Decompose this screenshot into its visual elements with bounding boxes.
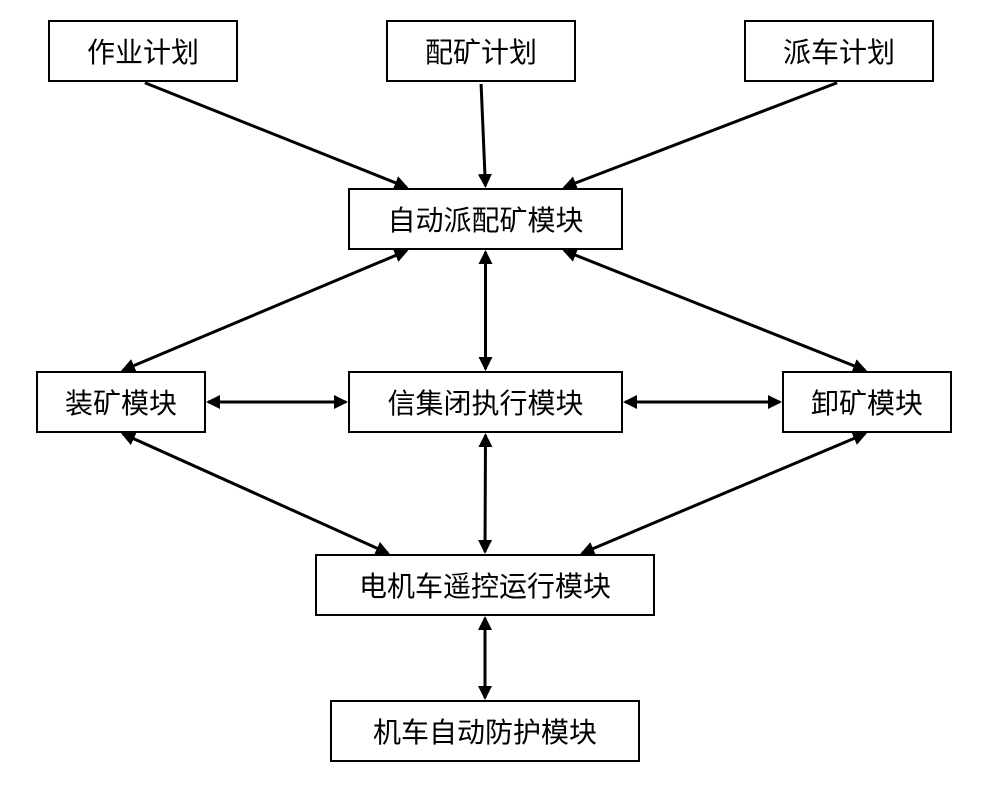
node-label: 配矿计划 [425, 31, 537, 71]
edge-load-remote [123, 434, 388, 553]
node-label: 电机车遥控运行模块 [359, 565, 611, 605]
node-label: 自动派配矿模块 [387, 199, 583, 239]
edge-plan_ops-auto_disp [145, 83, 407, 188]
node-load: 装矿模块 [36, 371, 206, 433]
edge-auto_disp-load [123, 251, 407, 370]
node-label: 作业计划 [87, 31, 199, 71]
edge-plan_ore-auto_disp [481, 84, 485, 186]
node-label: 装矿模块 [65, 382, 177, 422]
node-unload: 卸矿模块 [782, 371, 952, 433]
node-label: 机车自动防护模块 [373, 711, 597, 751]
edge-auto_disp-unload [564, 251, 865, 371]
node-label: 信集闭执行模块 [387, 382, 583, 422]
edge-plan_truck-auto_disp [564, 83, 837, 188]
diagram-canvas: 作业计划 配矿计划 派车计划自动派配矿模块装矿模块 信集闭执行模块 卸矿模块电机车遥控运… [0, 0, 1000, 795]
node-auto_disp: 自动派配矿模块 [348, 188, 623, 250]
node-label: 派车计划 [783, 31, 895, 71]
node-plan_truck: 派车计划 [744, 20, 934, 82]
node-remote: 电机车遥控运行模块 [315, 554, 655, 616]
node-plan_ore: 配矿计划 [386, 20, 576, 82]
node-label: 卸矿模块 [811, 382, 923, 422]
edge-unload-remote [582, 434, 865, 553]
node-plan_ops: 作业计划 [48, 20, 238, 82]
node-signal: 信集闭执行模块 [348, 371, 623, 433]
node-protect: 机车自动防护模块 [330, 700, 640, 762]
